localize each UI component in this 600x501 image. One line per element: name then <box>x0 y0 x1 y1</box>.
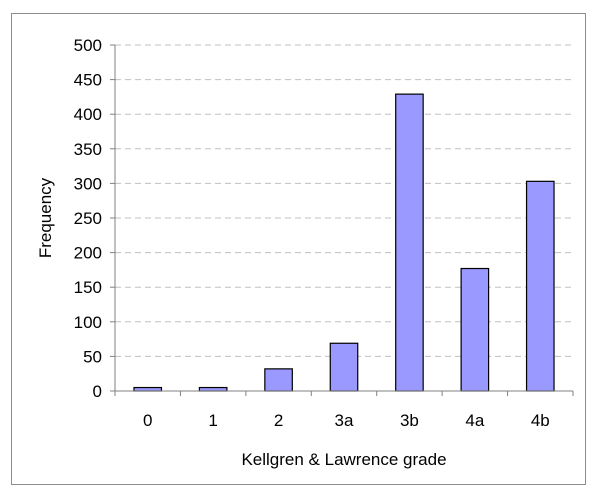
y-tick-label: 250 <box>74 209 102 228</box>
y-tick-label: 500 <box>74 36 102 55</box>
bar-2 <box>264 368 293 392</box>
y-axis-title: Frequency <box>36 177 55 258</box>
y-tick-label: 200 <box>74 244 102 263</box>
y-tick-label: 450 <box>74 71 102 90</box>
bars <box>133 93 555 392</box>
bar-4b <box>525 180 555 392</box>
x-tick-label: 3a <box>335 411 354 430</box>
x-tick-labels: 0 1 2 3a 3b 4a 4b <box>143 411 550 430</box>
x-tick-label: 4b <box>531 411 550 430</box>
y-tick-labels: 0 50 100 150 200 250 300 350 400 450 500 <box>74 36 102 401</box>
axes <box>110 44 574 396</box>
bar-3b <box>395 93 424 392</box>
y-tick-label: 100 <box>74 313 102 332</box>
chart-frame <box>11 13 586 485</box>
bar-1 <box>198 386 228 392</box>
y-tick-label: 350 <box>74 140 102 159</box>
x-tick-label: 4a <box>465 411 484 430</box>
x-axis-title: Kellgren & Lawrence grade <box>241 450 446 469</box>
y-tick-label: 0 <box>93 382 102 401</box>
y-tick-label: 400 <box>74 105 102 124</box>
x-tick-label: 1 <box>208 411 217 430</box>
bar-4a <box>460 267 490 392</box>
y-tick-label: 300 <box>74 174 102 193</box>
y-tick-label: 50 <box>83 347 102 366</box>
bar-3a <box>329 342 359 392</box>
bar-0 <box>133 386 163 392</box>
x-tick-label: 2 <box>274 411 283 430</box>
x-tick-label: 3b <box>400 411 419 430</box>
gridlines <box>115 44 573 357</box>
y-tick-label: 150 <box>74 278 102 297</box>
x-tick-label: 0 <box>143 411 152 430</box>
